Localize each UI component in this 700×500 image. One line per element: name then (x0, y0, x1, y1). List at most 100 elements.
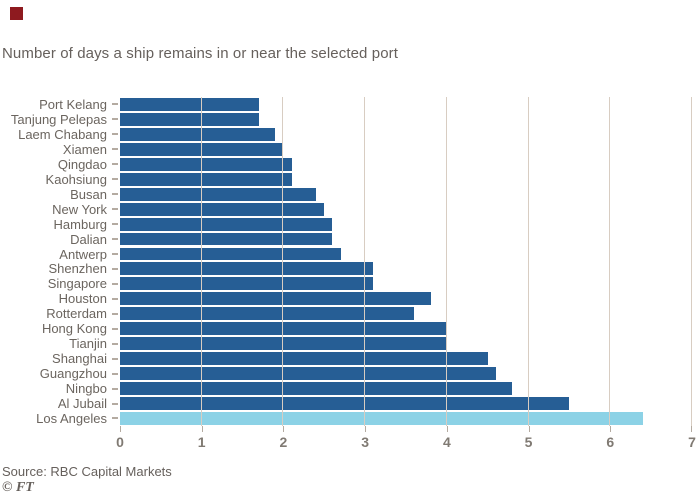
bar-row: Rotterdam (0, 306, 692, 321)
category-label: Los Angeles (36, 410, 107, 426)
bar-row: Ningbo (0, 381, 692, 396)
category-label-cell: Houston (0, 292, 120, 305)
category-label: Shenzhen (48, 261, 107, 277)
bar (120, 98, 259, 111)
bar-row: Los Angeles (0, 411, 692, 426)
source-note: Source: RBC Capital Markets (2, 464, 172, 479)
bar-row: Singapore (0, 276, 692, 291)
category-label: Laem Chabang (18, 126, 107, 142)
category-label-cell: Ningbo (0, 382, 120, 395)
bar (120, 262, 374, 276)
bar-track (120, 172, 692, 187)
category-label-cell: Shanghai (0, 352, 120, 365)
category-label-cell: Hamburg (0, 218, 120, 231)
bar-track (120, 336, 692, 351)
category-label-cell: New York (0, 203, 120, 216)
bar-row: Houston (0, 291, 692, 306)
category-label-cell: Port Kelang (0, 98, 120, 111)
y-tick-mark (112, 193, 118, 196)
ft-brand-square (10, 7, 23, 20)
category-label: Al Jubail (57, 396, 107, 412)
x-axis: 0 1 2 3 4 5 6 7 (116, 426, 696, 460)
x-tick-label: 0 (116, 434, 124, 450)
ft-logo: © FT (2, 480, 34, 495)
category-label-cell: Rotterdam (0, 307, 120, 320)
category-label: Houston (58, 291, 107, 307)
bar (120, 127, 276, 141)
category-label: Guangzhou (39, 366, 107, 382)
category-label: Tanjung Pelepas (10, 111, 107, 127)
category-label-cell: Tanjung Pelepas (0, 113, 120, 126)
y-tick-mark (112, 372, 118, 375)
category-label: Dalian (70, 231, 107, 247)
category-label-cell: Dalian (0, 233, 120, 246)
bar (120, 352, 488, 366)
y-tick-mark (112, 133, 118, 136)
y-tick-mark (112, 208, 118, 211)
y-tick-mark (112, 223, 118, 226)
y-tick-mark (112, 282, 118, 285)
category-label-cell: Shenzhen (0, 262, 120, 275)
bar-row: Dalian (0, 232, 692, 247)
bar-track (120, 97, 692, 112)
category-label: Shanghai (52, 351, 107, 367)
x-tick-label: 4 (442, 434, 451, 450)
y-tick-mark (112, 312, 118, 315)
x-tick-mark (610, 426, 612, 432)
bar-row: Shanghai (0, 351, 692, 366)
bar-track (120, 217, 692, 232)
bar-track (120, 232, 692, 247)
x-tick-mark (691, 426, 692, 432)
bar-track (120, 261, 692, 276)
category-label: Antwerp (59, 246, 107, 262)
bar-track (120, 366, 692, 381)
bar (120, 187, 317, 201)
bar-highlighted (120, 412, 643, 425)
x-tick-mark (365, 426, 367, 432)
bar (120, 337, 447, 351)
bar-track (120, 291, 692, 306)
category-label-cell: Busan (0, 188, 120, 201)
y-tick-mark (112, 417, 118, 420)
x-tick-mark (283, 426, 285, 432)
bar (120, 397, 570, 410)
bar (120, 322, 447, 336)
x-tick-mark (446, 426, 448, 432)
bar (120, 307, 415, 321)
plot-area: Port Kelang Tanjung Pelepas Laem Chabang Xi… (0, 97, 692, 426)
category-label-cell: Singapore (0, 277, 120, 290)
bar-track (120, 321, 692, 336)
category-label-cell: Laem Chabang (0, 128, 120, 141)
bar-row: Hamburg (0, 217, 692, 232)
bar-track (120, 351, 692, 366)
category-label: Kaohsiung (45, 171, 107, 187)
category-label: Rotterdam (46, 306, 107, 322)
bar-row: Antwerp (0, 247, 692, 262)
category-label-cell: Hong Kong (0, 322, 120, 335)
bar-track (120, 157, 692, 172)
y-tick-mark (112, 267, 118, 270)
y-tick-mark (112, 103, 118, 106)
bar (120, 367, 496, 381)
bar-row: Guangzhou (0, 366, 692, 381)
bar (120, 202, 325, 216)
y-tick-mark (112, 118, 118, 121)
x-tick-label: 1 (197, 434, 206, 450)
y-tick-mark (112, 327, 118, 330)
bar-track (120, 247, 692, 262)
bar-track (120, 142, 692, 157)
category-label: Xiamen (62, 141, 107, 157)
bar-row: Xiamen (0, 142, 692, 157)
y-tick-mark (112, 357, 118, 360)
category-label: Busan (70, 186, 107, 202)
category-label: Hamburg (53, 216, 107, 232)
bar-row: Tianjin (0, 336, 692, 351)
x-tick-mark (120, 426, 121, 432)
category-label-cell: Kaohsiung (0, 173, 120, 186)
bar-row: Busan (0, 187, 692, 202)
bar (120, 382, 513, 395)
chart-subtitle: Number of days a ship remains in or near… (2, 45, 398, 62)
y-tick-mark (112, 387, 118, 390)
category-label: Ningbo (65, 381, 107, 397)
x-tick-mark (528, 426, 530, 432)
